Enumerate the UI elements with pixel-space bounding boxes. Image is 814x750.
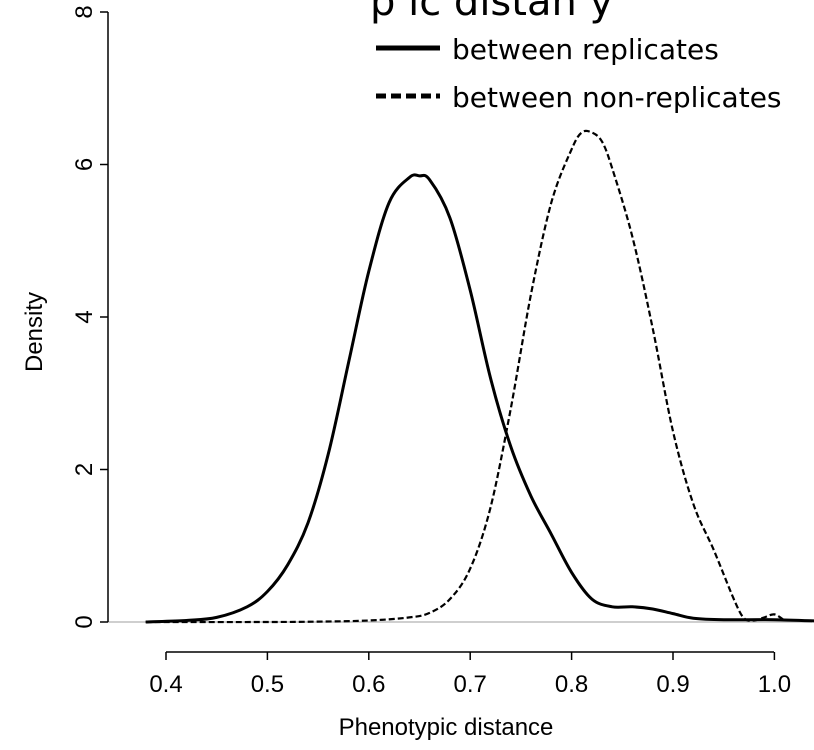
- x-tick-label: 0.4: [149, 671, 182, 698]
- chart-title-fragment: p ic distan y: [370, 0, 613, 25]
- y-tick-label: 2: [71, 463, 98, 476]
- x-tick-label: 1.0: [758, 671, 791, 698]
- y-tick-label: 8: [71, 5, 98, 18]
- series-line-non-replicates: [145, 129, 786, 624]
- x-tick-label: 0.6: [352, 671, 385, 698]
- y-tick-group: 0 2 4 6 8: [71, 5, 108, 629]
- x-tick-label: 0.7: [454, 671, 487, 698]
- y-tick-label: 0: [71, 615, 98, 628]
- legend-label-non-replicates: between non-replicates: [452, 81, 782, 114]
- x-tick-label: 0.8: [555, 671, 588, 698]
- x-tick-label: 0.9: [656, 671, 689, 698]
- legend-label-replicates: between replicates: [452, 33, 719, 66]
- y-tick-label: 4: [71, 310, 98, 323]
- x-tick-group: 0.4 0.5 0.6 0.7 0.8 0.9 1.0: [149, 652, 791, 698]
- legend: between replicates between non-replicate…: [376, 33, 782, 114]
- y-axis-title: Density: [21, 292, 48, 372]
- x-tick-label: 0.5: [251, 671, 284, 698]
- y-tick-label: 6: [71, 158, 98, 171]
- series-layer: [145, 129, 814, 624]
- x-axis-title: Phenotypic distance: [339, 714, 554, 741]
- series-line-replicates: [145, 173, 814, 624]
